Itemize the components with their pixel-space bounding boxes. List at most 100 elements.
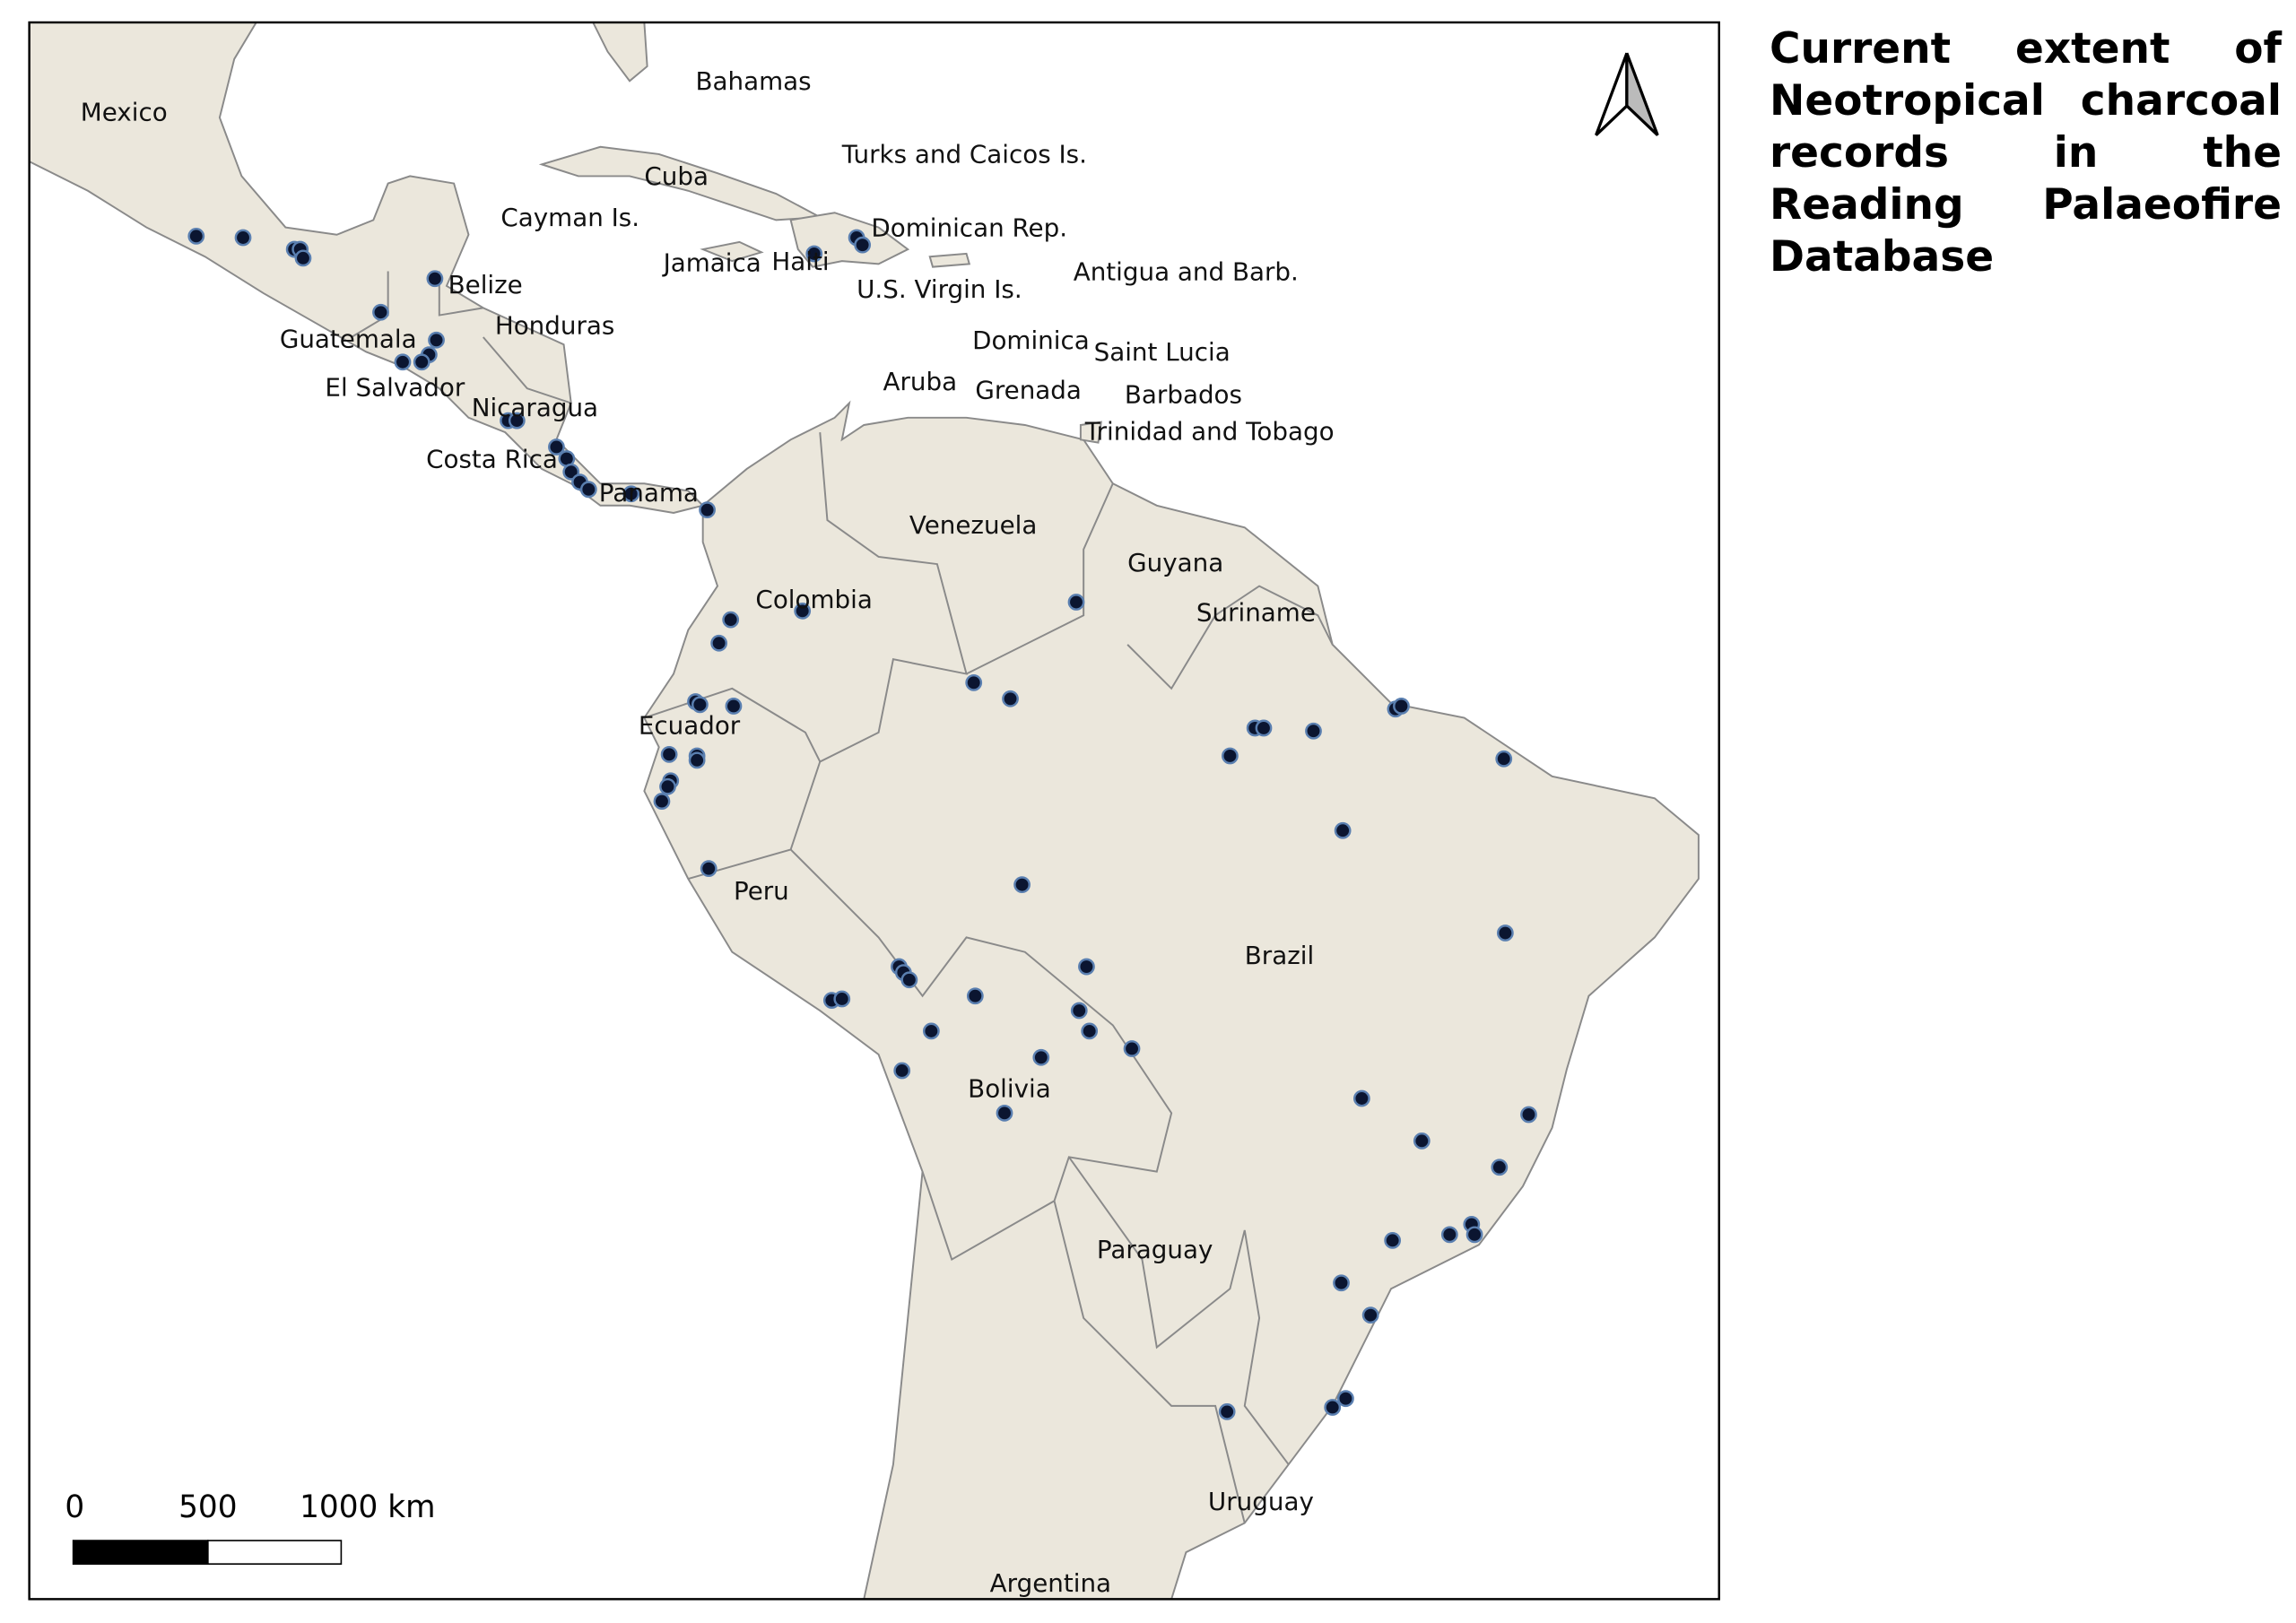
trinidad [1079,421,1102,444]
site-marker [805,245,823,263]
border [1068,1156,1290,1465]
site-marker [428,331,445,349]
site-marker [1496,924,1514,942]
site-marker [1002,690,1019,707]
country-label: Nicaragua [472,393,598,422]
site-marker [922,1022,940,1040]
country-label: Grenada [975,376,1082,405]
site-marker [688,751,706,769]
site-marker [1440,1226,1458,1244]
site-marker [691,696,709,714]
site-marker [1491,1159,1509,1176]
country-label: Argentina [990,1568,1111,1598]
site-marker [794,602,812,620]
scale-segment [72,1540,209,1566]
site-marker [965,673,983,691]
scale-label: 0 [65,1489,84,1525]
site-marker [1337,1390,1354,1408]
site-marker [725,698,743,715]
site-marker [659,777,676,795]
country-label: Saint Lucia [1094,337,1231,367]
site-marker [394,353,412,371]
country-label: Jamaica [662,248,761,278]
site-marker [1123,1040,1141,1057]
borders [351,271,1334,1523]
scale-label: 500 [178,1489,237,1525]
site-marker [699,501,716,519]
site-marker [548,438,565,456]
site-marker [1070,1002,1088,1020]
jamaica [700,240,764,263]
scale-bar: 0 500 1000 km [65,1489,435,1566]
puerto-rico [928,252,971,268]
north-arrow [1595,52,1659,136]
country-label: Turks and Caicos Is. [841,140,1087,169]
country-label: El Salvador [325,372,465,402]
site-marker [660,745,678,763]
site-marker [508,412,526,430]
country-label: Guyana [1127,548,1223,577]
country-label: Haiti [771,247,829,276]
site-marker [1465,1226,1483,1244]
site-marker [234,229,252,247]
country-label: Dominica [972,325,1090,355]
country-label: Cayman Is. [500,203,639,232]
site-marker [1255,719,1273,737]
site-marker [622,485,640,503]
border [688,432,968,881]
country-label: Ecuador [639,710,741,740]
country-label: U.S. Virgin Is. [857,274,1022,304]
border [966,482,1334,690]
site-marker [996,1104,1013,1122]
site-marker [294,249,312,267]
country-label: Cuba [644,161,709,191]
site-marker [1067,594,1085,611]
country-label: Costa Rica [426,444,558,473]
site-marker [1413,1132,1431,1150]
country-label: Mexico [81,97,168,126]
site-marker [1333,1274,1350,1292]
site-marker [372,303,389,321]
country-label: Belize [448,270,523,299]
country-label: Antigua and Barb. [1074,256,1299,286]
country-label: Trinidad and Tobago [1084,416,1335,446]
site-marker [579,481,597,499]
country-label: Panama [599,478,699,508]
site-marker [710,634,728,652]
country-label: Aruba [883,367,957,396]
florida [592,22,648,82]
country-label: Uruguay [1208,1487,1314,1516]
map-frame [28,21,1720,1601]
south-america [643,400,1700,1600]
site-marker [1384,1231,1402,1249]
country-label: Venezuela [909,510,1038,540]
site-marker [1078,958,1095,976]
country-label: Dominican Rep. [871,213,1067,242]
map-title: Current extent of Neotropical charcoal r… [1770,24,2282,282]
site-marker [1305,722,1322,740]
country-label: Suriname [1196,598,1316,628]
country-label: Peru [734,876,789,906]
site-marker [653,793,671,810]
site-marker [426,270,444,288]
site-marker [1520,1106,1537,1124]
site-marker [1032,1048,1050,1066]
scale-segment [207,1540,343,1566]
site-marker [1361,1306,1379,1324]
site-marker [1334,821,1352,839]
sites [187,227,1537,1420]
country-label: Bolivia [968,1073,1051,1103]
country-label: Barbados [1125,379,1242,409]
site-marker [900,971,918,989]
country-label: Honduras [495,311,615,341]
site-marker [1495,750,1513,768]
country-label: Bahamas [696,66,812,96]
site-marker [966,987,984,1005]
site-marker [833,990,851,1008]
site-marker [1081,1022,1099,1040]
country-label: Paraguay [1097,1235,1213,1264]
map-labels: Mexico Bahamas Turks and Caicos Is. CubaCay… [81,66,1335,1598]
country-label: Brazil [1245,941,1314,970]
site-marker [722,611,740,629]
